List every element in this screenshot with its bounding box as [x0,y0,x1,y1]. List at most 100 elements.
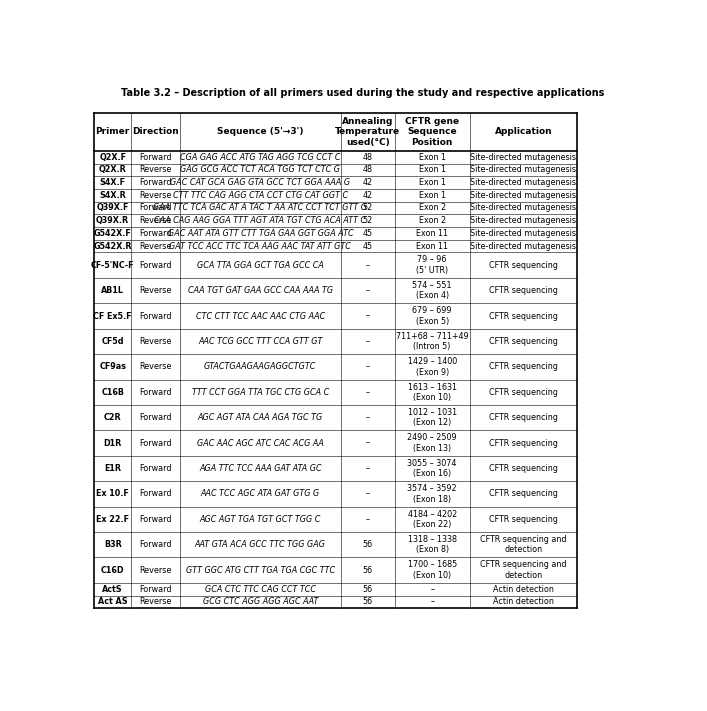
Text: GCG CTC AGG AGG AGC AAT: GCG CTC AGG AGG AGC AAT [203,597,318,606]
Text: AGC AGT ATA CAA AGA TGC TG: AGC AGT ATA CAA AGA TGC TG [198,413,323,422]
Text: Forward: Forward [139,261,172,269]
Text: AGA TTC TCC AAA GAT ATA GC: AGA TTC TCC AAA GAT ATA GC [199,464,322,473]
Text: Site-directed mutagenesis: Site-directed mutagenesis [470,178,576,187]
Text: Site-directed mutagenesis: Site-directed mutagenesis [470,216,576,225]
Text: GCA CTC TTC CAG CCT TCC: GCA CTC TTC CAG CCT TCC [205,584,316,594]
Text: Forward: Forward [139,584,172,594]
Text: 1700 – 1685
(Exon 10): 1700 – 1685 (Exon 10) [407,560,457,580]
Text: Reverse: Reverse [139,216,172,225]
Text: 56: 56 [363,540,373,549]
Text: 3055 – 3074
(Exon 16): 3055 – 3074 (Exon 16) [407,459,457,479]
Text: GAA TTC TCA GAC AT A TAC T AA ATC CCT TCT GTT G: GAA TTC TCA GAC AT A TAC T AA ATC CCT TC… [153,203,368,213]
Text: Annealing
Temperature
used(°C): Annealing Temperature used(°C) [335,117,400,146]
Text: –: – [366,439,370,447]
Text: Primer: Primer [95,127,130,137]
Text: Forward: Forward [139,489,172,498]
Text: –: – [366,515,370,524]
Text: Forward: Forward [139,203,172,213]
Text: C16B: C16B [101,387,124,397]
Text: AAC TCC AGC ATA GAT GTG G: AAC TCC AGC ATA GAT GTG G [201,489,320,498]
Text: Direction: Direction [132,127,179,137]
Text: 56: 56 [363,584,373,594]
Text: –: – [366,489,370,498]
Text: 679 – 699
(Exon 5): 679 – 699 (Exon 5) [412,306,452,326]
Text: Site-directed mutagenesis: Site-directed mutagenesis [470,191,576,200]
Text: G542X.F: G542X.F [94,229,132,238]
Text: Reverse: Reverse [139,286,172,295]
Text: Reverse: Reverse [139,166,172,174]
Text: CFTR sequencing and
detection: CFTR sequencing and detection [480,535,567,555]
Text: CAA TGT GAT GAA GCC CAA AAA TG: CAA TGT GAT GAA GCC CAA AAA TG [188,286,333,295]
Text: Exon 1: Exon 1 [419,153,445,161]
Text: CFTR sequencing: CFTR sequencing [489,286,558,295]
Text: C16D: C16D [101,566,124,574]
Text: Exon 1: Exon 1 [419,191,445,200]
Text: Ex 10.F: Ex 10.F [96,489,129,498]
Text: 4184 – 4202
(Exon 22): 4184 – 4202 (Exon 22) [407,510,457,529]
Text: GAC CAT GCA GAG GTA GCC TCT GGA AAA G: GAC CAT GCA GAG GTA GCC TCT GGA AAA G [170,178,351,187]
Text: –: – [366,337,370,346]
Text: 45: 45 [363,229,373,238]
Text: Table 3.2 – Description of all primers used during the study and respective appl: Table 3.2 – Description of all primers u… [121,88,604,98]
Text: 1012 – 1031
(Exon 12): 1012 – 1031 (Exon 12) [407,408,457,427]
Text: 1613 – 1631
(Exon 10): 1613 – 1631 (Exon 10) [408,383,457,402]
Text: CFTR sequencing: CFTR sequencing [489,489,558,498]
Text: Reverse: Reverse [139,337,172,346]
Text: Forward: Forward [139,387,172,397]
Text: Forward: Forward [139,439,172,447]
Text: 42: 42 [363,178,373,187]
Text: Forward: Forward [139,540,172,549]
Text: Site-directed mutagenesis: Site-directed mutagenesis [470,242,576,250]
Text: Reverse: Reverse [139,597,172,606]
Text: 1318 – 1338
(Exon 8): 1318 – 1338 (Exon 8) [408,535,457,555]
Text: CFTR gene
Sequence
Position: CFTR gene Sequence Position [405,117,460,146]
Text: CF-5'NC-F: CF-5'NC-F [91,261,134,269]
Text: –: – [366,311,370,321]
Text: B3R: B3R [104,540,122,549]
Text: 574 – 551
(Exon 4): 574 – 551 (Exon 4) [412,281,452,300]
Text: Reverse: Reverse [139,242,172,250]
Text: 52: 52 [363,203,373,213]
Text: CFTR sequencing: CFTR sequencing [489,439,558,447]
Text: CFTR sequencing: CFTR sequencing [489,413,558,422]
Text: Forward: Forward [139,413,172,422]
Text: S4X.R: S4X.R [99,191,126,200]
Text: CFTR sequencing: CFTR sequencing [489,515,558,524]
Text: Ex 22.F: Ex 22.F [96,515,129,524]
Text: Forward: Forward [139,515,172,524]
Text: Site-directed mutagenesis: Site-directed mutagenesis [470,153,576,161]
Text: CFTR sequencing: CFTR sequencing [489,464,558,473]
Text: –: – [430,584,434,594]
Text: Exon 2: Exon 2 [419,203,445,213]
Text: GCA TTA GGA GCT TGA GCC CA: GCA TTA GGA GCT TGA GCC CA [197,261,324,269]
Text: –: – [366,286,370,295]
Text: Exon 1: Exon 1 [419,178,445,187]
Text: 45: 45 [363,242,373,250]
Text: AAT GTA ACA GCC TTC TGG GAG: AAT GTA ACA GCC TTC TGG GAG [195,540,326,549]
Text: Exon 1: Exon 1 [419,166,445,174]
Text: 1429 – 1400
(Exon 9): 1429 – 1400 (Exon 9) [407,357,457,377]
Text: Forward: Forward [139,153,172,161]
Text: 52: 52 [363,216,373,225]
Text: –: – [366,413,370,422]
Text: CFTR sequencing: CFTR sequencing [489,261,558,269]
Text: –: – [366,387,370,397]
Text: 3574 – 3592
(Exon 18): 3574 – 3592 (Exon 18) [407,484,457,503]
Text: Exon 11: Exon 11 [416,242,448,250]
Text: Site-directed mutagenesis: Site-directed mutagenesis [470,166,576,174]
Text: Q2X.R: Q2X.R [99,166,127,174]
Text: CFTR sequencing and
detection: CFTR sequencing and detection [480,560,567,580]
Text: C2R: C2R [104,413,122,422]
Text: TTT CCT GGA TTA TGC CTG GCA C: TTT CCT GGA TTA TGC CTG GCA C [192,387,329,397]
Text: E1R: E1R [104,464,121,473]
Text: GAG GCG ACC TCT ACA TGG TCT CTC G: GAG GCG ACC TCT ACA TGG TCT CTC G [180,166,340,174]
Text: CF9as: CF9as [99,363,126,371]
Text: GAC AAC AGC ATC CAC ACG AA: GAC AAC AGC ATC CAC ACG AA [197,439,324,447]
Text: Forward: Forward [139,229,172,238]
Text: CFTR sequencing: CFTR sequencing [489,337,558,346]
Text: Application: Application [495,127,552,137]
Text: CTC CTT TCC AAC AAC CTG AAC: CTC CTT TCC AAC AAC CTG AAC [196,311,325,321]
Text: Actin detection: Actin detection [493,584,554,594]
Text: CF5d: CF5d [101,337,124,346]
Text: Q39X.F: Q39X.F [96,203,129,213]
